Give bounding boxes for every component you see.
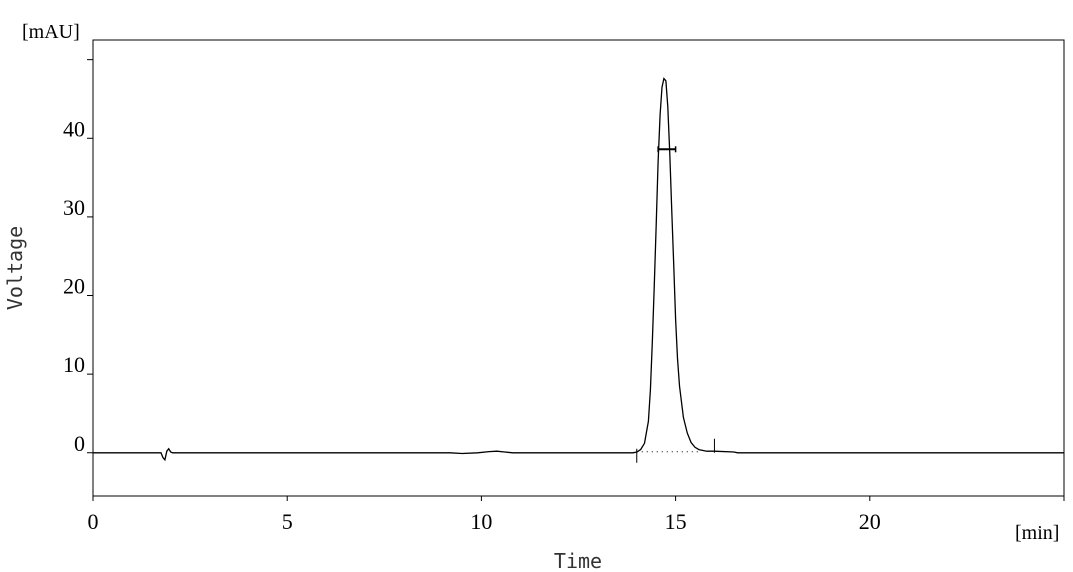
x-unit-label: [min] bbox=[1015, 522, 1059, 544]
x-tick-label: 10 bbox=[470, 509, 492, 534]
x-tick-label: 5 bbox=[282, 509, 293, 534]
x-tick-label: 20 bbox=[859, 509, 881, 534]
x-tick-label: 15 bbox=[665, 509, 687, 534]
plot-frame bbox=[92, 39, 1065, 497]
y-axis-label: Voltage bbox=[3, 226, 27, 310]
x-tick-label: 0 bbox=[88, 509, 99, 534]
y-unit-label: [mAU] bbox=[22, 21, 80, 43]
y-tick-label: 10 bbox=[63, 352, 85, 377]
signal-trace bbox=[93, 77, 1064, 462]
y-tick-label: 40 bbox=[63, 116, 85, 141]
y-tick-label: 30 bbox=[63, 195, 85, 220]
y-tick-label: 0 bbox=[74, 431, 85, 456]
y-tick-label: 20 bbox=[63, 274, 85, 299]
x-axis-label: Time bbox=[554, 549, 602, 572]
peak-width-marker bbox=[657, 146, 677, 153]
